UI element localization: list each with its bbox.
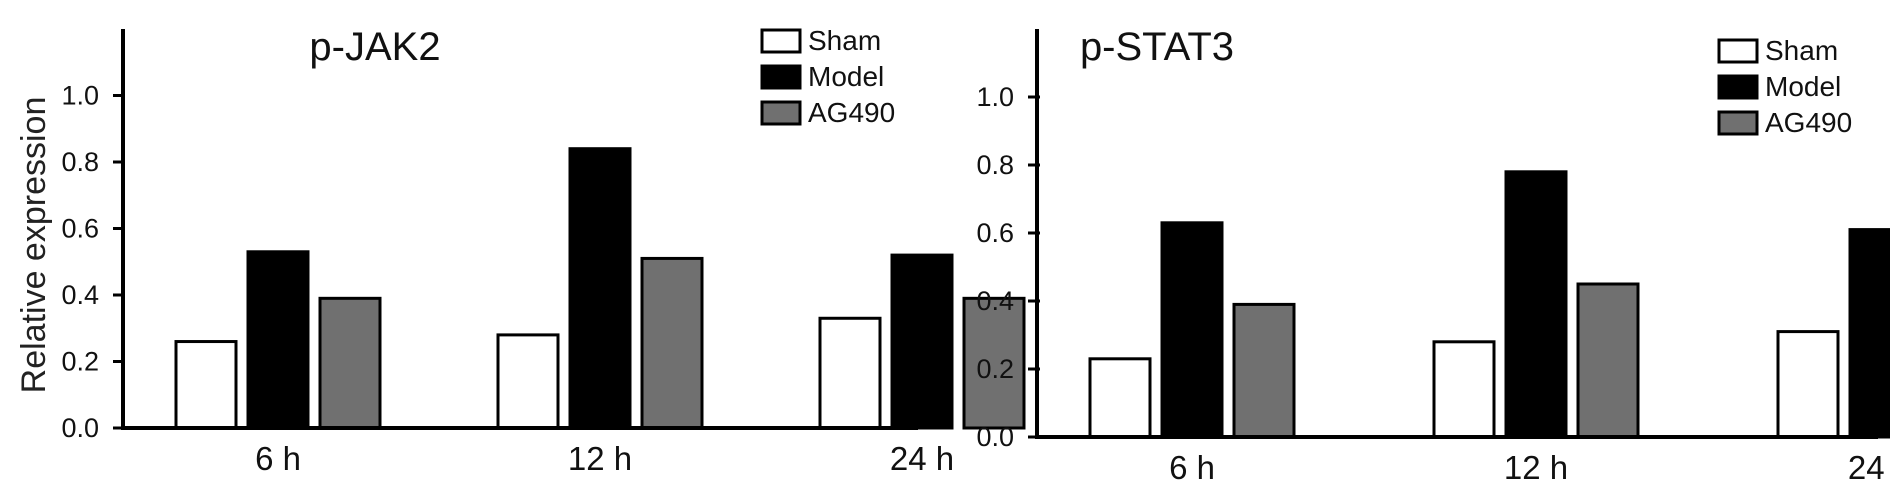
legend-label-ag490: AG490 [1765,107,1852,138]
legend-swatch-sham [760,28,802,54]
chart-panel-p-jak2: Relative expression p-JAK2 0.00.20.40.60… [15,25,1026,477]
legend-label-sham: Sham [808,25,881,56]
legend: Sham Model AG490 [760,25,895,128]
bar-model-24h [1848,228,1890,439]
legend: Sham Model AG490 [1717,35,1852,138]
chart-title: p-STAT3 [1080,25,1234,69]
bar-sham-6h [174,340,238,430]
y-tick-label: 0.6 [976,218,1014,248]
y-tick-label: 0.4 [61,280,99,310]
bar-model-6h [1160,221,1224,439]
bar-ag490-6h [318,296,382,430]
y-tick-label: 0.0 [61,413,99,443]
x-tick-label: 24 h [890,440,954,477]
legend-swatch-ag490 [760,100,802,126]
x-ticks-group: 6 h 12 h 24 h [1169,449,1890,486]
legend-swatch-ag490 [1717,110,1759,136]
x-tick-label: 12 h [568,440,632,477]
y-tick-label: 0.4 [976,286,1014,316]
legend-label-model: Model [1765,71,1841,102]
bar-model-6h [246,250,310,430]
bar-sham-6h [1088,357,1152,439]
bar-model-12h [1504,170,1568,439]
bar-ag490-12h [640,256,704,430]
bar-sham-12h [1432,340,1496,439]
x-ticks-group: 6 h 12 h 24 h [255,440,954,477]
bar-model-12h [568,147,632,430]
bar-model-24h [890,253,954,430]
legend-label-ag490: AG490 [808,97,895,128]
y-tick-label: 1.0 [61,81,99,111]
y-tick-label: 1.0 [976,82,1014,112]
y-tick-label: 0.8 [976,150,1014,180]
y-tick-label: 0.6 [61,214,99,244]
y-tick-label: 0.2 [976,354,1014,384]
bar-sham-24h [818,316,882,430]
bar-ag490-6h [1232,302,1296,439]
legend-swatch-model [1717,74,1759,100]
chart-panel-p-stat3: p-STAT3 0.0 0.2 0.4 0.6 0.8 1.0 6 h 12 h 24 h S… [976,25,1890,486]
bar-ag490-12h [1576,282,1640,439]
y-axis-label: Relative expression [15,97,53,394]
x-tick-label: 6 h [255,440,301,477]
bars-group [174,147,1026,430]
y-tick-label: 0.8 [61,147,99,177]
x-tick-label: 24 h [1848,449,1890,486]
chart-title: p-JAK2 [309,25,440,69]
y-ticks-group: 0.0 0.2 0.4 0.6 0.8 1.0 [976,82,1040,452]
x-tick-label: 6 h [1169,449,1215,486]
bar-sham-24h [1776,330,1840,439]
y-tick-label: 0.2 [61,347,99,377]
legend-label-model: Model [808,61,884,92]
legend-swatch-sham [1717,38,1759,64]
bar-sham-12h [496,333,560,430]
x-tick-label: 12 h [1504,449,1568,486]
legend-swatch-model [760,64,802,90]
bar-ag490-24h [962,296,1026,430]
y-tick-label: 0.0 [976,422,1014,452]
y-ticks-group: 0.0 0.2 0.4 0.6 0.8 1.0 [61,81,125,443]
legend-label-sham: Sham [1765,35,1838,66]
bars-group [1088,170,1890,439]
